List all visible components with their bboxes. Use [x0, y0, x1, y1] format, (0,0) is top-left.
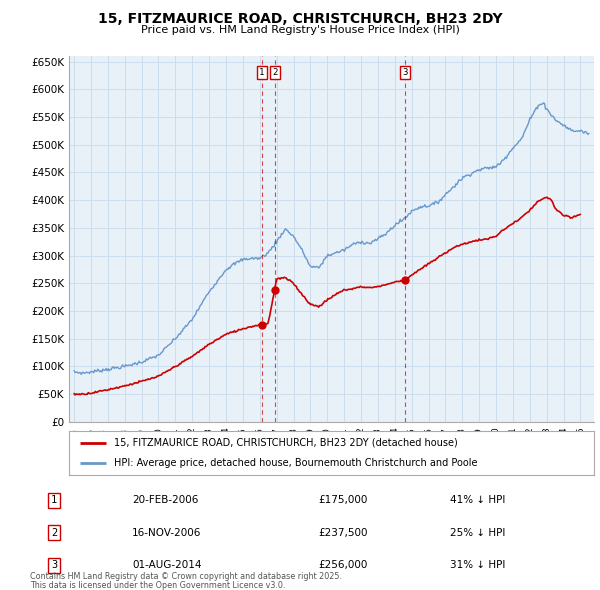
Text: £256,000: £256,000	[318, 560, 367, 570]
Text: 3: 3	[51, 560, 57, 570]
Text: £175,000: £175,000	[318, 496, 367, 505]
Text: 20-FEB-2006: 20-FEB-2006	[132, 496, 199, 505]
Text: HPI: Average price, detached house, Bournemouth Christchurch and Poole: HPI: Average price, detached house, Bour…	[113, 458, 477, 468]
Text: 16-NOV-2006: 16-NOV-2006	[132, 528, 202, 537]
Text: 41% ↓ HPI: 41% ↓ HPI	[450, 496, 505, 505]
Text: 15, FITZMAURICE ROAD, CHRISTCHURCH, BH23 2DY: 15, FITZMAURICE ROAD, CHRISTCHURCH, BH23…	[98, 12, 502, 26]
Text: 25% ↓ HPI: 25% ↓ HPI	[450, 528, 505, 537]
Text: 2: 2	[51, 528, 57, 537]
Text: 2: 2	[272, 68, 277, 77]
Text: 3: 3	[402, 68, 407, 77]
Text: This data is licensed under the Open Government Licence v3.0.: This data is licensed under the Open Gov…	[30, 581, 286, 590]
Text: £237,500: £237,500	[318, 528, 367, 537]
Text: 1: 1	[51, 496, 57, 505]
Text: 01-AUG-2014: 01-AUG-2014	[132, 560, 202, 570]
Text: 15, FITZMAURICE ROAD, CHRISTCHURCH, BH23 2DY (detached house): 15, FITZMAURICE ROAD, CHRISTCHURCH, BH23…	[113, 438, 457, 448]
Text: Contains HM Land Registry data © Crown copyright and database right 2025.: Contains HM Land Registry data © Crown c…	[30, 572, 342, 581]
Text: 1: 1	[259, 68, 265, 77]
Text: 31% ↓ HPI: 31% ↓ HPI	[450, 560, 505, 570]
Text: Price paid vs. HM Land Registry's House Price Index (HPI): Price paid vs. HM Land Registry's House …	[140, 25, 460, 35]
